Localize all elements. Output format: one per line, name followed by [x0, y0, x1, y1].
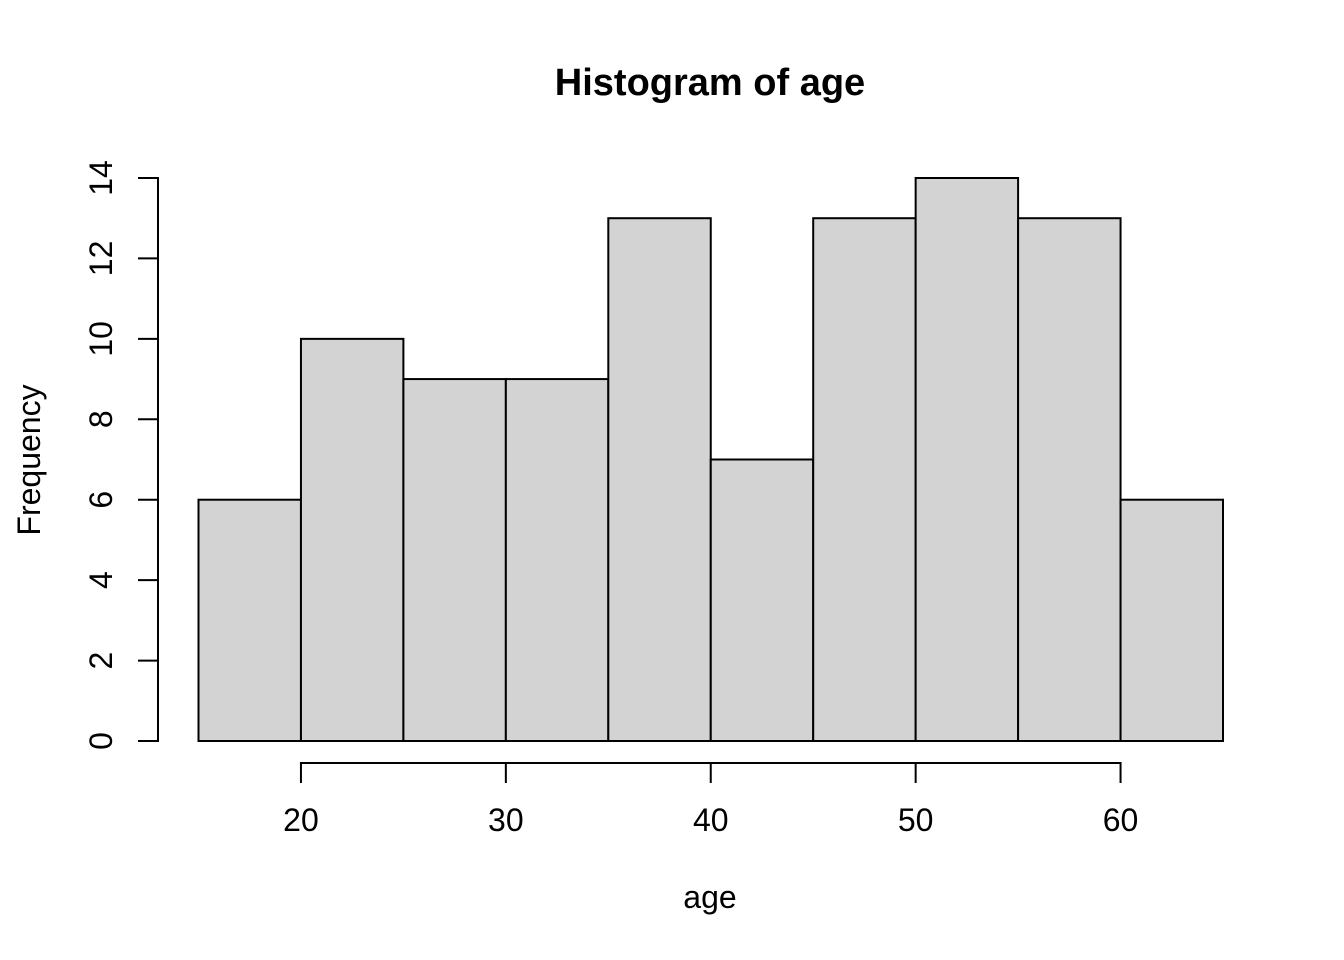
y-tick-label: 8 [83, 410, 119, 428]
x-tick-label: 30 [488, 802, 524, 838]
histogram-bar-40-45 [709, 458, 815, 742]
y-axis-label: Frequency [11, 384, 47, 535]
y-tick-label: 2 [83, 652, 119, 670]
y-tick-label: 6 [83, 491, 119, 509]
x-axis-label: age [683, 879, 736, 915]
y-axis: 0 2 4 6 8 10 12 14 [83, 160, 159, 750]
histogram-bar-50-55 [914, 177, 1020, 742]
y-tick-label: 0 [83, 732, 119, 750]
histogram-bar-20-25 [299, 337, 405, 742]
y-tick-label: 10 [83, 321, 119, 357]
bars-group [197, 177, 1225, 743]
y-tick-label: 4 [83, 571, 119, 589]
y-tick-label: 12 [83, 241, 119, 277]
histogram-bar-45-50 [812, 217, 917, 742]
histogram-bar-25-30 [402, 378, 507, 742]
x-axis: 20 30 40 50 60 [283, 762, 1139, 838]
chart-title: Histogram of age [555, 62, 865, 104]
histogram-bar-55-60 [1017, 217, 1122, 742]
histogram-bar-30-35 [504, 378, 610, 742]
histogram-bar-60-65 [1119, 498, 1225, 743]
x-tick-label: 50 [898, 802, 934, 838]
x-tick-label: 20 [283, 802, 319, 838]
y-tick-label: 14 [83, 160, 119, 196]
x-tick-label: 40 [693, 802, 729, 838]
x-tick-label: 60 [1103, 802, 1139, 838]
histogram-bar-35-40 [607, 217, 712, 742]
histogram-bar-15-20 [197, 498, 302, 743]
